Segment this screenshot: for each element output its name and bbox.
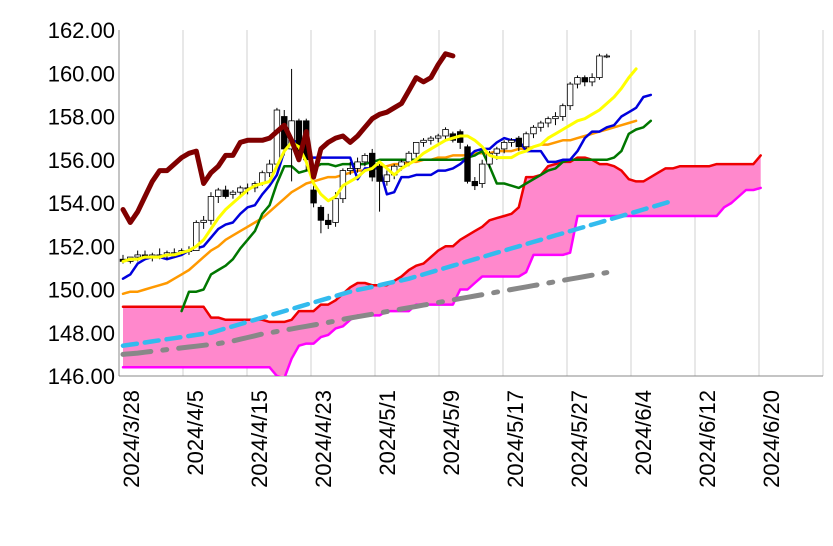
y-tick-label: 152.00 <box>48 234 115 259</box>
cloud-fill <box>123 155 761 376</box>
candle-body <box>566 83 574 107</box>
candle-body <box>376 165 383 182</box>
candle-body <box>544 118 552 124</box>
candle-body <box>347 167 354 171</box>
y-tick-label: 160.00 <box>48 61 115 86</box>
x-tick-label: 2024/5/27 <box>567 390 592 488</box>
grid-lines <box>118 30 824 377</box>
y-axis-tick-labels: 162.00 160.00 158.00 156.00 154.00 152.00 150.… <box>48 18 115 389</box>
candle-body <box>398 161 405 167</box>
candle-body <box>493 148 501 154</box>
x-tick-label: 2024/5/9 <box>439 390 464 476</box>
candle-body <box>574 77 581 85</box>
indicator-lines <box>120 93 762 376</box>
candle-body <box>207 196 215 221</box>
x-tick-label: 2024/4/5 <box>183 390 208 476</box>
x-tick-label: 2024/6/4 <box>631 390 656 476</box>
candle-body <box>596 55 603 78</box>
candle-body <box>581 77 588 83</box>
candle-body <box>508 139 515 143</box>
candle-body <box>405 152 413 163</box>
yellow-ma-line <box>121 67 638 263</box>
candle-body <box>200 219 207 223</box>
candle-body <box>515 137 523 148</box>
conversion-line <box>121 93 653 280</box>
candle-body <box>478 163 486 184</box>
candle-body <box>420 139 427 143</box>
candle-body <box>310 189 317 204</box>
candle-body <box>588 77 596 83</box>
y-tick-label: 162.00 <box>48 18 115 43</box>
candle-body <box>383 174 391 182</box>
x-tick-label: 2024/5/1 <box>375 390 400 476</box>
candle-body <box>215 189 222 197</box>
y-tick-label: 156.00 <box>48 148 115 173</box>
top-lines <box>120 51 638 263</box>
candle-body <box>603 55 610 58</box>
candle-body <box>325 219 332 226</box>
candle-body <box>229 191 237 195</box>
candle-body <box>537 122 545 128</box>
x-tick-label: 2024/6/12 <box>695 390 720 488</box>
candle-body <box>442 129 449 137</box>
candle-body <box>552 116 559 120</box>
span-a-line <box>121 154 762 324</box>
x-tick-label: 2024/5/17 <box>503 390 528 488</box>
x-axis-tick-labels: 2024/3/28 2024/4/5 2024/4/15 2024/4/23 2024/… <box>119 390 784 488</box>
candle-body <box>434 135 442 139</box>
x-tick-label: 2024/4/15 <box>247 390 272 488</box>
candle-body <box>237 187 244 193</box>
y-tick-label: 148.00 <box>48 321 115 346</box>
candle-body <box>361 155 369 163</box>
blue-dashed-line <box>120 198 676 348</box>
candle-body <box>222 189 229 197</box>
gray-dashdot-line <box>120 270 610 357</box>
candle-body <box>500 142 508 150</box>
candle-body <box>522 133 530 148</box>
x-tick-label: 2024/6/20 <box>759 390 784 488</box>
x-tick-label: 2024/4/23 <box>311 390 336 488</box>
candle-body <box>354 161 361 169</box>
span-b-line <box>121 186 762 376</box>
candle-body <box>559 105 566 117</box>
candle-body <box>412 142 420 154</box>
lagging-line <box>120 51 456 225</box>
x-tick-label: 2024/3/28 <box>119 390 144 488</box>
y-tick-label: 158.00 <box>48 105 115 130</box>
candle-body <box>332 198 339 223</box>
ichimoku-cloud <box>123 155 761 376</box>
candle-body <box>317 206 325 221</box>
candle-body <box>266 163 273 174</box>
candle-body <box>193 222 200 251</box>
y-tick-label: 146.00 <box>48 364 115 389</box>
candle-body <box>471 180 479 187</box>
candle-body <box>134 254 141 258</box>
y-tick-label: 154.00 <box>48 191 115 216</box>
y-tick-label: 150.00 <box>48 278 115 303</box>
candle-body <box>530 126 537 135</box>
candle-body <box>464 146 471 182</box>
candle-body <box>273 109 281 165</box>
candle-body <box>427 137 435 141</box>
candlesticks <box>119 53 610 264</box>
